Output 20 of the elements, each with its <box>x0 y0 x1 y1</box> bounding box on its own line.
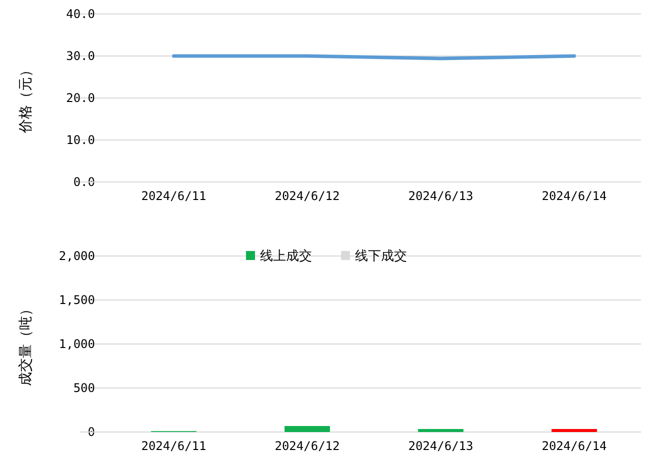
legend-label: 线上成交 <box>260 248 312 263</box>
x-tick-label: 2024/6/14 <box>542 189 607 203</box>
y-tick-label: 20.0 <box>66 91 95 105</box>
y-tick-label: 10.0 <box>66 133 95 147</box>
x-tick-label: 2024/6/13 <box>408 439 474 453</box>
x-tick-label: 2024/6/12 <box>274 439 340 453</box>
y-tick-label: 40.0 <box>66 7 95 21</box>
y-axis-title: 成交量（吨） <box>17 302 33 386</box>
x-tick-label: 2024/6/11 <box>141 189 206 203</box>
y-axis-title: 价格（元） <box>17 63 33 134</box>
y-tick-label: 1,000 <box>58 337 95 351</box>
x-tick-label: 2024/6/14 <box>542 439 607 453</box>
x-tick-label: 2024/6/13 <box>408 189 474 203</box>
x-tick-label: 2024/6/12 <box>274 189 340 203</box>
y-tick-label: 2,000 <box>58 249 95 263</box>
y-tick-label: 30.0 <box>66 49 95 63</box>
y-tick-label: 1,500 <box>58 293 95 307</box>
legend-label: 线下成交 <box>355 248 407 263</box>
y-tick-label: 500 <box>73 381 95 395</box>
x-tick-label: 2024/6/11 <box>141 439 206 453</box>
